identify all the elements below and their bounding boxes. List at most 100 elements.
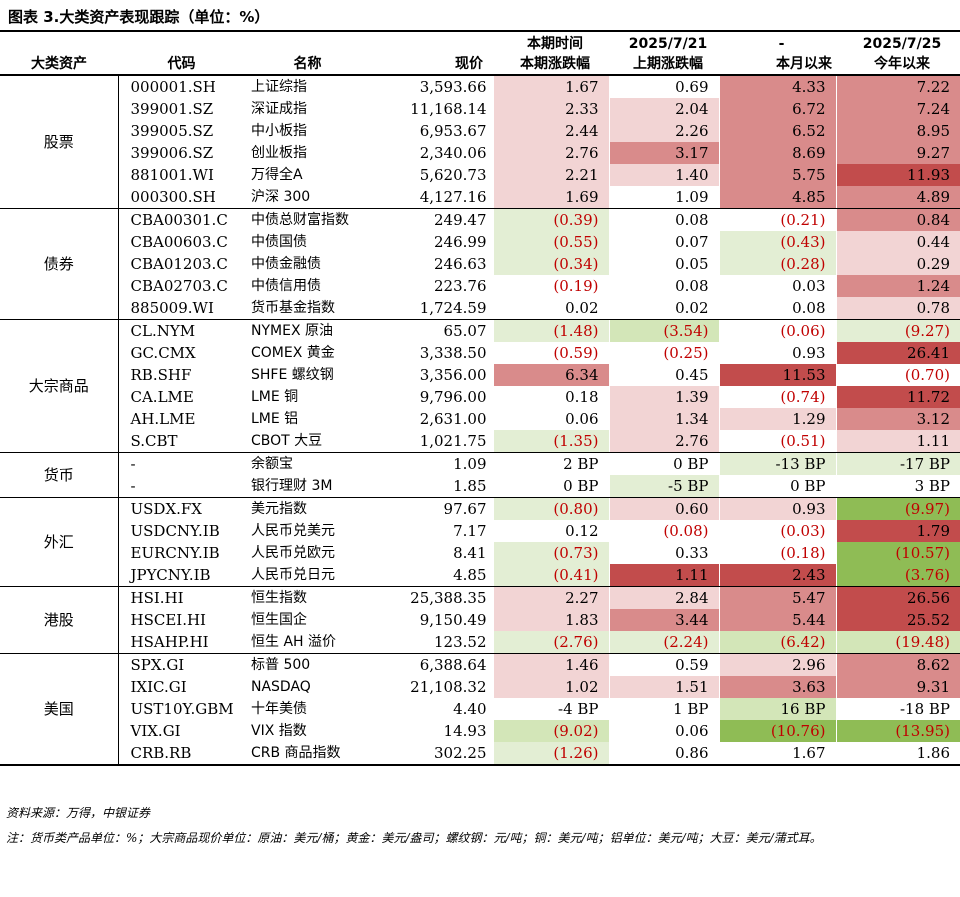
previous-change: -5 BP — [608, 475, 719, 498]
previous-change: 1.39 — [608, 386, 719, 408]
asset-name: 恒生指数 — [251, 590, 307, 606]
year-to-date-change: (10.57) — [835, 542, 960, 564]
month-to-date-change: 0.93 — [718, 342, 836, 364]
year-to-date-change: 3.12 — [835, 408, 960, 430]
ticker-code: CBA00301.C — [117, 208, 245, 231]
current-price: 1,724.59 — [370, 297, 493, 320]
year-to-date-change: -17 BP — [835, 452, 960, 475]
month-to-date-change: (10.76) — [718, 720, 836, 742]
previous-change: 0.60 — [608, 497, 719, 520]
current-change: (0.55) — [492, 231, 609, 253]
year-to-date-change: 0.29 — [835, 253, 960, 275]
month-to-date-change: 0.08 — [718, 297, 836, 320]
previous-change: 1.09 — [608, 186, 719, 209]
asset-name: 沪深 300 — [245, 186, 370, 209]
asset-name: CRB 商品指数 — [245, 742, 370, 766]
ticker-code: 881001.WI — [117, 164, 245, 186]
previous-change: 3.17 — [608, 142, 719, 164]
asset-name: NASDAQ — [251, 679, 311, 695]
asset-name: 中债总财富指数 — [251, 212, 349, 228]
month-to-date-change: (0.21) — [718, 208, 836, 231]
year-to-date-change: 0.44 — [835, 231, 960, 253]
current-change: 1.69 — [492, 186, 609, 209]
table-row: GC.CMX COMEX 黄金 3,338.50 (0.59) (0.25) 0.93 26… — [0, 342, 960, 364]
current-change: (0.80) — [492, 497, 609, 520]
ticker-code: CBA02703.C — [117, 275, 245, 297]
table-row: 大宗商品 CL.NYM NYMEX 原油 65.07 (1.48) (3.54) (0.06… — [0, 319, 960, 453]
previous-change: 2.84 — [608, 586, 719, 609]
current-change: 2.33 — [492, 98, 609, 120]
year-to-date-change: 1.24 — [835, 275, 960, 297]
previous-change: 1.11 — [608, 564, 719, 587]
column-header: 现价 — [370, 54, 493, 76]
month-to-date-change: (0.06) — [718, 319, 836, 342]
previous-change: 0.07 — [608, 231, 719, 253]
current-price: 14.93 — [443, 722, 487, 740]
previous-change: 3.44 — [608, 609, 719, 631]
asset-name: 人民币兑日元 — [245, 564, 370, 587]
current-price: 8.41 — [453, 544, 487, 562]
table-body: 股票 000001.SH 上证综指 3,593.66 1.67 0.69 4.33 7.22 3… — [0, 75, 960, 766]
current-change: (1.35) — [492, 430, 609, 453]
year-to-date-change: (0.70) — [835, 364, 960, 386]
column-header: 本期涨跌幅 — [493, 54, 609, 76]
current-price: 11,168.14 — [410, 100, 487, 118]
header-top-cell — [118, 34, 245, 54]
ticker-code: 399005.SZ — [117, 120, 245, 142]
table-row: 881001.WI 万得全A 5,620.73 2.21 1.40 5.75 11.93 — [0, 164, 960, 186]
asset-name: 中债信用债 — [251, 278, 321, 294]
previous-change: (0.08) — [608, 520, 719, 542]
asset-name: 恒生 AH 溢价 — [245, 631, 370, 654]
column-header: 本月以来 — [719, 54, 836, 76]
previous-change: 0.02 — [608, 297, 719, 320]
ticker-code: AH.LME — [117, 408, 245, 430]
year-to-date-change: 1.79 — [835, 520, 960, 542]
current-price: 4,127.16 — [370, 186, 493, 209]
ticker-code: HSAHP.HI — [117, 631, 245, 654]
asset-name: 银行理财 3M — [245, 475, 370, 498]
table-row: S.CBT CBOT 大豆 1,021.75 (1.35) 2.76 (0.51) 1.11 — [0, 430, 960, 453]
asset-name: NYMEX 原油 — [251, 323, 333, 339]
current-price: 65.07 — [443, 322, 487, 340]
previous-change: (3.54) — [608, 319, 719, 342]
ticker-code: CRB.RB — [117, 742, 245, 766]
current-price: 4.40 — [453, 700, 487, 718]
table-row: JPYCNY.IB 人民币兑日元 4.85 (0.41) 1.11 2.43 (3.76) — [0, 564, 960, 587]
previous-change: (0.25) — [608, 342, 719, 364]
asset-name: 货币基金指数 — [245, 297, 370, 320]
year-to-date-change: (9.97) — [835, 497, 960, 520]
header-top-cell: 2025/7/21 — [628, 36, 708, 52]
year-to-date-change: (3.76) — [835, 564, 960, 587]
month-to-date-change: 4.33 — [718, 75, 836, 98]
previous-change: 0.59 — [608, 653, 719, 676]
year-to-date-change: (13.95) — [835, 720, 960, 742]
ticker-code: 399001.SZ — [117, 98, 245, 120]
current-change: 2.76 — [492, 142, 609, 164]
asset-name: 余额宝 — [251, 456, 293, 472]
asset-name: 十年美债 — [251, 701, 307, 717]
month-to-date-change: 1.29 — [718, 408, 836, 430]
table-row: 399006.SZ 创业板指 2,340.06 2.76 3.17 8.69 9.27 — [0, 142, 960, 164]
ticker-code: 000300.SH — [117, 186, 245, 209]
current-change: 0 BP — [492, 475, 609, 498]
table-row: 399005.SZ 中小板指 6,953.67 2.44 2.26 6.52 8.95 — [0, 120, 960, 142]
month-to-date-change: 4.85 — [718, 186, 836, 209]
year-to-date-change: 3 BP — [835, 475, 960, 498]
ticker-code: JPYCNY.IB — [117, 564, 245, 587]
current-change: -4 BP — [492, 698, 609, 720]
month-to-date-change: (6.42) — [718, 631, 836, 654]
current-price: 5,620.73 — [419, 166, 487, 184]
month-to-date-change: 3.63 — [718, 676, 836, 698]
month-to-date-change: 2.43 — [718, 564, 836, 587]
previous-change: 0.45 — [608, 364, 719, 386]
ticker-code: CBA01203.C — [117, 253, 245, 275]
ticker-code: CL.NYM — [117, 319, 245, 342]
table-row: 000300.SH 沪深 300 4,127.16 1.69 1.09 4.85 4.89 — [0, 186, 960, 209]
previous-change: 2.26 — [608, 120, 719, 142]
ticker-code: GC.CMX — [117, 342, 245, 364]
table-row: 股票 000001.SH 上证综指 3,593.66 1.67 0.69 4.33 7.22 — [0, 75, 960, 209]
table-row: 美国 SPX.GI 标普 500 6,388.64 1.46 0.59 2.96 8.62 — [0, 653, 960, 766]
header-row-top: 本期时间 2025/7/21 - 2025/7/25 — [0, 34, 960, 54]
ticker-code: - — [117, 475, 245, 498]
asset-name: 标普 500 — [251, 657, 311, 673]
